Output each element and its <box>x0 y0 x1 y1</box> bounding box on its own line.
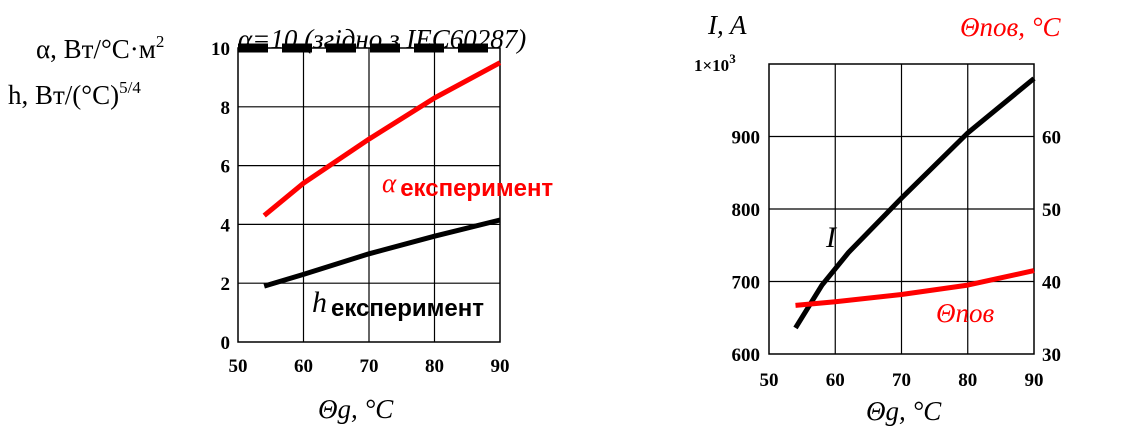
c1-xtick-label: 50 <box>229 356 248 377</box>
c1-series-alpha_exp <box>262 60 502 218</box>
c2-frame <box>768 63 1035 355</box>
c1-ylabel-alpha-text: α, Вт/°С·м <box>36 34 156 64</box>
c1-alpha-series-label: α експеримент <box>382 168 553 202</box>
c1-alpha-symbol: α <box>382 168 397 198</box>
chart-current-temp: 50 60 70 80 90 600 700 800 900 30 40 50 60 I, A Θпов… <box>694 10 1062 426</box>
c1-xtick-label: 80 <box>425 356 444 377</box>
c1-xtick-label: 60 <box>294 356 313 377</box>
c2-xtick-label: 80 <box>958 370 977 391</box>
c1-xtick-label: 90 <box>491 356 510 377</box>
c1-ytick-label: 8 <box>221 98 231 119</box>
c2-theta-label: Θпов <box>936 298 994 328</box>
c1-alpha-text: експеримент <box>400 175 553 202</box>
c1-series <box>238 43 502 289</box>
c1-xlabel: Θg, °C <box>318 394 394 424</box>
c2-ylabel-right: Θпов, °С <box>960 12 1062 42</box>
c1-h-series-label: h експеримент <box>312 286 484 322</box>
c1-ticks: 50 60 70 80 90 0 2 4 6 8 10 <box>211 39 510 377</box>
c1-xtick-label: 70 <box>360 356 379 377</box>
c1-ylabel-h: h, Вт/(°С)5/4 <box>8 78 141 110</box>
c1-frame <box>237 47 501 343</box>
c2-ytick-right-label: 30 <box>1042 345 1061 366</box>
c1-ylabel-h-sup: 5/4 <box>119 78 141 97</box>
c1-h-symbol: h <box>312 286 327 319</box>
c2-series-theta_pov <box>795 268 1035 308</box>
c1-ytick-label: 0 <box>221 333 231 354</box>
c1-ylabel-h-text: h, Вт/(°С) <box>8 80 119 110</box>
c2-ytick-left-label: 900 <box>732 128 761 149</box>
c1-ytick-label: 10 <box>211 39 230 60</box>
c2-ytick-left-label: 700 <box>732 273 761 294</box>
c2-series-I <box>793 76 1036 330</box>
c2-series <box>793 76 1036 330</box>
c2-ytick-left-label: 600 <box>732 345 761 366</box>
c1-ytick-label: 4 <box>221 215 231 236</box>
c2-ytop-label: 1×103 <box>694 51 736 75</box>
c2-xtick-label: 70 <box>892 370 911 391</box>
chart-alpha-h: 50 60 70 80 90 0 2 4 6 8 10 α=10 (згідно з IEC6028… <box>8 24 553 424</box>
c2-ytick-right-label: 60 <box>1042 128 1061 149</box>
c2-ytick-right-label: 40 <box>1042 273 1061 294</box>
c2-ticks: 50 60 70 80 90 600 700 800 900 30 40 50 60 <box>732 128 1062 392</box>
c2-I-label: I <box>825 221 838 254</box>
c1-title: α=10 (згідно з IEC60287) <box>238 24 526 54</box>
c2-ytick-right-label: 50 <box>1042 200 1061 221</box>
c1-ylabel-alpha: α, Вт/°С·м2 <box>36 32 164 64</box>
c1-series-h_exp <box>263 217 501 289</box>
c2-xtick-label: 90 <box>1025 370 1044 391</box>
c2-ytick-left-label: 800 <box>732 200 761 221</box>
c2-xtick-label: 60 <box>826 370 845 391</box>
c1-h-text: експеримент <box>331 295 484 322</box>
c1-ytick-label: 2 <box>221 274 231 295</box>
c2-ylabel-left: I, A <box>707 10 747 40</box>
c1-ylabel-alpha-sup: 2 <box>156 32 165 51</box>
c2-xlabel: Θg, °C <box>866 396 942 426</box>
c1-ytick-label: 6 <box>221 157 231 178</box>
c2-grid <box>768 63 1035 355</box>
c2-ytop-label-sup: 3 <box>729 51 736 66</box>
c2-ytop-label-text: 1×10 <box>694 56 729 75</box>
c2-xtick-label: 50 <box>760 370 779 391</box>
